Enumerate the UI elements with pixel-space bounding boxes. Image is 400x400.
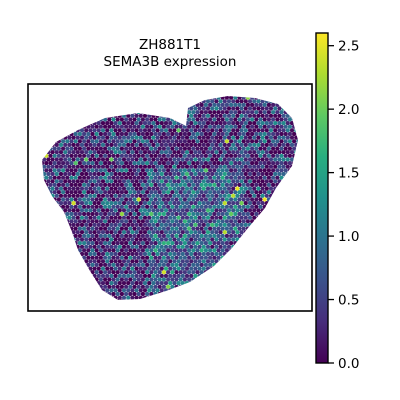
title-text: ZH881T1 (139, 37, 201, 53)
colorbar-tick-label: 0.5 (338, 293, 359, 309)
colorbar-tick-label: 2.0 (338, 102, 359, 118)
plot-frame (27, 83, 313, 312)
colorbar-tick-label: 1.0 (338, 229, 359, 245)
subtitle-text: SEMA3B expression (104, 54, 237, 70)
tissue-spots (42, 96, 298, 300)
colorbar-tick-label: 0.0 (338, 356, 359, 372)
colorbar-ticks: 0.0 0.5 1.0 1.5 2.0 2.5 (328, 39, 359, 372)
colorbar: 0.0 0.5 1.0 1.5 2.0 2.5 (315, 32, 359, 372)
chart-title: ZH881T1 SEMA3B expression (104, 37, 237, 70)
colorbar-gradient (315, 32, 329, 364)
colorbar-tick-label: 2.5 (338, 39, 359, 55)
colorbar-tick-label: 1.5 (338, 166, 359, 182)
